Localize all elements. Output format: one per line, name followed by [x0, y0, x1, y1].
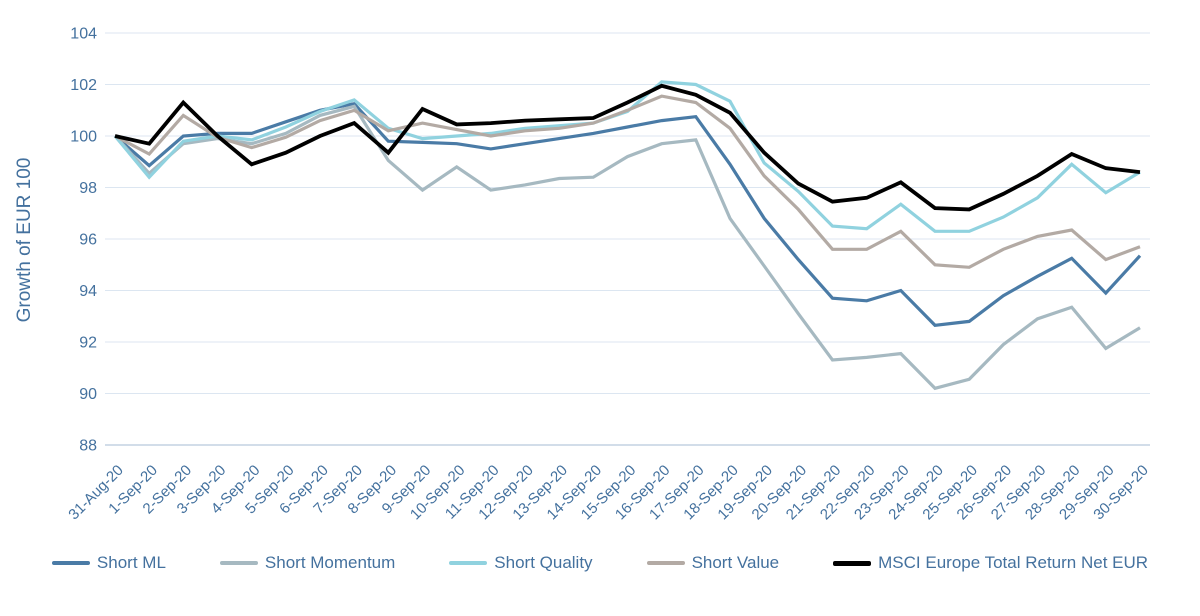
chart-line-short-ml — [113, 102, 1142, 327]
chart-legend: Short ML Short Momentum Short Quality Sh… — [0, 553, 1200, 573]
legend-label-short-quality: Short Quality — [494, 553, 593, 572]
legend-label-short-value: Short Value — [691, 553, 780, 572]
y-axis-tick-labels: 104 102 100 98 96 94 92 90 88 — [70, 26, 97, 455]
legend-item-short-quality: Short Quality — [449, 553, 593, 573]
y-tick-label: 98 — [79, 180, 97, 197]
legend-item-msci-europe: MSCI Europe Total Return Net EUR — [833, 553, 1148, 573]
legend-swatch-short-quality — [449, 561, 488, 565]
legend-swatch-short-value — [646, 561, 685, 565]
legend-swatch-short-ml — [51, 561, 90, 565]
legend-item-short-value: Short Value — [646, 553, 780, 573]
legend-label-short-momentum: Short Momentum — [264, 553, 396, 572]
gridlines — [105, 32, 1150, 446]
legend-item-short-ml: Short ML — [51, 553, 166, 573]
y-tick-label: 88 — [79, 438, 97, 455]
legend-label-short-ml: Short ML — [96, 553, 166, 572]
chart-series-lines — [113, 80, 1142, 391]
legend-label-msci-europe: MSCI Europe Total Return Net EUR — [878, 553, 1149, 572]
y-axis-title: Growth of EUR 100 — [14, 158, 35, 323]
legend-swatch-msci-europe — [833, 560, 872, 566]
chart-line-msci-europe-total-return-net-eur — [114, 83, 1141, 212]
legend-item-short-momentum: Short Momentum — [219, 553, 396, 573]
y-tick-label: 90 — [79, 386, 97, 403]
y-tick-label: 100 — [70, 129, 97, 146]
legend-swatch-short-momentum — [219, 561, 258, 565]
y-tick-label: 92 — [79, 335, 97, 352]
y-tick-label: 96 — [79, 232, 97, 249]
chart-line-short-value — [114, 94, 1141, 269]
y-tick-label: 104 — [70, 26, 97, 43]
y-tick-label: 94 — [79, 283, 97, 300]
chart-canvas: 104 102 100 98 96 94 92 90 88 31-Aug-201-Sep-202… — [14, 26, 1152, 524]
y-tick-label: 102 — [70, 77, 97, 94]
x-axis-tick-labels: 31-Aug-201-Sep-202-Sep-203-Sep-204-Sep-2… — [65, 462, 1152, 524]
chart-line-short-momentum — [113, 104, 1141, 391]
